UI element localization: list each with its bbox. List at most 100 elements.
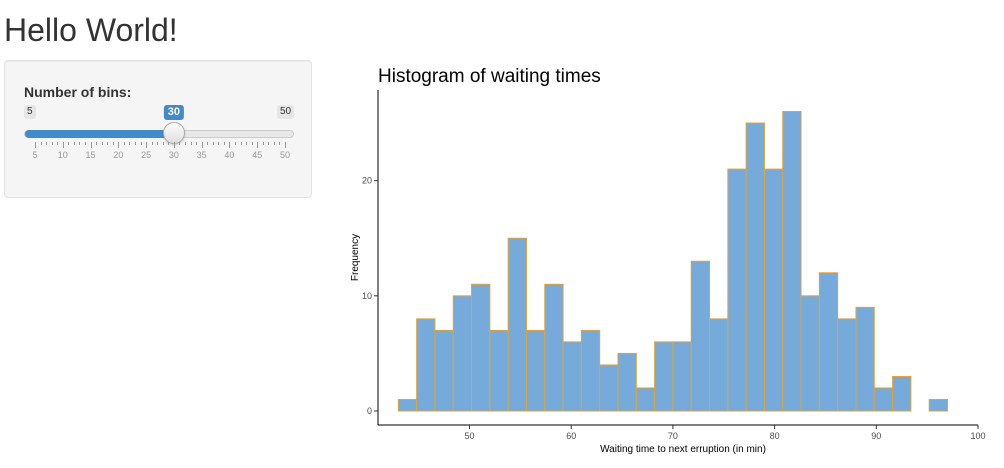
slider-tick-label: 20	[113, 150, 124, 160]
histogram-bar	[562, 341, 582, 412]
histogram-bar	[544, 283, 564, 412]
slider-major-tick	[146, 142, 148, 148]
slider-minor-tick	[179, 142, 181, 145]
slider-minor-tick	[101, 142, 103, 145]
histogram-bar	[892, 375, 912, 412]
slider-minor-tick	[223, 142, 225, 145]
histogram-bar	[617, 352, 637, 412]
slider-minor-tick	[251, 142, 253, 145]
histogram-bar	[690, 260, 711, 412]
bins-slider-handle[interactable]	[162, 122, 185, 144]
histogram-bar	[635, 387, 656, 412]
histogram-bar	[452, 295, 473, 412]
slider-major-tick	[257, 142, 259, 148]
histogram-bar	[416, 318, 436, 412]
x-tick-label: 50	[465, 431, 475, 441]
histogram-bar	[782, 111, 802, 412]
bins-slider-label: Number of bins:	[24, 84, 132, 100]
slider-minor-tick	[240, 142, 242, 145]
histogram-bar	[709, 318, 729, 412]
slider-tick-label: 10	[57, 150, 68, 160]
histogram-bar	[855, 306, 875, 412]
slider-minor-tick	[185, 142, 186, 145]
histogram-chart: Histogram of waiting times 0 10 20 50 60 70 80 9…	[330, 60, 1004, 468]
sidebar-panel: Number of bins: 5 50 30 5 10 15 20 25 30 35 40 4…	[4, 60, 312, 198]
slider-minor-tick	[40, 142, 42, 145]
slider-major-tick	[35, 142, 36, 148]
histogram-svg: Histogram of waiting times 0 10 20 50 60 70 80 9…	[350, 66, 986, 455]
x-tick-label: 60	[566, 431, 576, 441]
slider-max-label: 50	[277, 105, 295, 119]
slider-minor-tick	[190, 142, 192, 145]
slider-minor-tick	[162, 142, 164, 145]
slider-minor-tick	[96, 142, 98, 145]
slider-major-tick	[201, 142, 203, 148]
histogram-bar	[837, 318, 857, 412]
y-axis-label: Frequency	[350, 234, 361, 281]
histogram-bar	[745, 122, 765, 412]
histogram-bar	[397, 398, 418, 412]
slider-tick-label: 45	[252, 150, 263, 160]
slider-major-tick	[62, 142, 64, 148]
slider-minor-tick	[135, 142, 136, 145]
slider-minor-tick	[196, 142, 198, 145]
histogram-bar	[727, 168, 747, 412]
histogram-bar	[818, 272, 839, 412]
slider-minor-tick	[268, 142, 270, 145]
slider-minor-tick	[129, 142, 131, 145]
slider-value-badge: 30	[163, 105, 184, 120]
slider-tick-label: 35	[196, 150, 207, 160]
slider-major-tick	[285, 142, 286, 148]
slider-tick-label: 15	[85, 150, 96, 160]
slider-tick-label: 40	[224, 150, 235, 160]
slider-tick-label: 25	[141, 150, 152, 160]
x-axis-label: Waiting time to next erruption (in min)	[600, 444, 766, 455]
slider-minor-tick	[79, 142, 81, 145]
slider-tick-label: 50	[279, 150, 291, 160]
slider-minor-tick	[279, 142, 281, 145]
slider-minor-tick	[73, 142, 75, 145]
slider-minor-tick	[51, 142, 53, 145]
slider-tick-label: 30	[168, 150, 179, 160]
slider-minor-tick	[107, 142, 109, 145]
x-tick-label: 80	[770, 431, 780, 441]
slider-major-tick	[229, 142, 231, 148]
slider-minor-tick	[140, 142, 142, 145]
histogram-bar	[434, 329, 454, 412]
histogram-bar	[525, 329, 546, 412]
slider-minor-tick	[46, 142, 48, 145]
y-tick-label: 10	[362, 291, 372, 301]
bins-slider-track[interactable]	[24, 130, 294, 138]
slider-minor-tick	[123, 142, 125, 145]
slider-min-label: 5	[24, 105, 36, 119]
histogram-bar	[599, 364, 619, 412]
app-title: Hello World!	[4, 12, 178, 48]
chart-title: Histogram of waiting times	[378, 66, 601, 87]
slider-fill	[25, 130, 175, 138]
slider-major-tick	[173, 142, 175, 148]
slider-major-tick	[118, 142, 120, 148]
slider-tick-label: 5	[32, 150, 38, 160]
slider-minor-tick	[262, 142, 264, 145]
x-tick-label: 90	[871, 431, 881, 441]
slider-minor-tick	[218, 142, 220, 145]
slider-minor-tick	[57, 142, 59, 145]
histogram-bar	[928, 398, 948, 412]
histogram-bar	[763, 168, 784, 412]
histogram-bar	[800, 295, 820, 412]
slider-minor-tick	[212, 142, 214, 145]
histogram-bar	[672, 341, 692, 412]
slider-minor-tick	[246, 142, 248, 145]
histogram-bar	[580, 329, 601, 412]
slider-minor-tick	[85, 142, 86, 145]
y-tick-label: 0	[367, 406, 372, 416]
slider-minor-tick	[207, 142, 209, 145]
slider-minor-tick	[151, 142, 153, 145]
slider-minor-tick	[68, 142, 70, 145]
slider-major-tick	[90, 142, 92, 148]
histogram-bar	[654, 341, 674, 412]
histogram-bar	[471, 283, 491, 412]
slider-minor-tick	[168, 142, 170, 145]
slider-minor-tick	[157, 142, 159, 145]
histogram-bar	[507, 237, 527, 412]
